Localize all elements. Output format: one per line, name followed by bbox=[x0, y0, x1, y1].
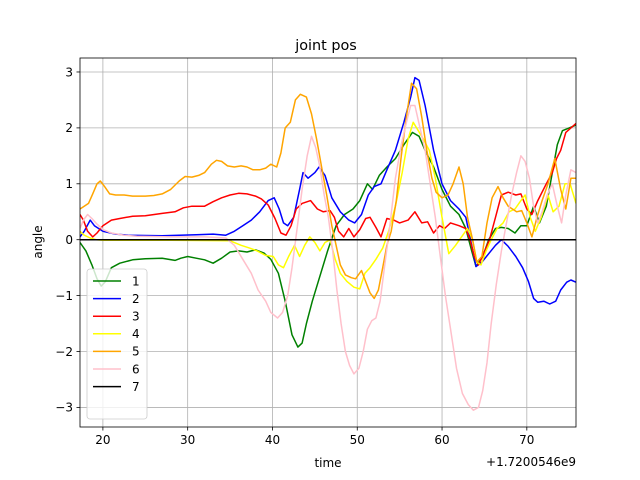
legend-label-3: 3 bbox=[132, 310, 140, 324]
legend: 1 2 3 4 5 6 7 bbox=[86, 268, 148, 420]
legend-box bbox=[86, 268, 148, 420]
x-tick-label: 60 bbox=[434, 433, 449, 447]
x-tick-label: 20 bbox=[95, 433, 110, 447]
series-line-2 bbox=[80, 76, 576, 305]
series-lines bbox=[80, 76, 576, 411]
x-tick-label: 40 bbox=[265, 433, 280, 447]
x-axis-label: time bbox=[314, 456, 341, 470]
axis-ticks: 20 30 40 50 60 70 −3 −2 −1 0 1 2 3 bbox=[55, 65, 534, 447]
legend-label-4: 4 bbox=[132, 327, 140, 341]
legend-label-1: 1 bbox=[132, 274, 140, 288]
chart-title: joint pos bbox=[294, 38, 357, 54]
y-tick-label: −2 bbox=[55, 345, 73, 359]
series-line-3 bbox=[80, 122, 576, 266]
y-tick-label: 0 bbox=[65, 233, 73, 247]
x-offset-label: +1.7200546e9 bbox=[486, 455, 576, 469]
y-tick-label: 2 bbox=[65, 121, 73, 135]
legend-label-7: 7 bbox=[132, 380, 140, 394]
series-line-5 bbox=[80, 82, 576, 300]
y-tick-label: 3 bbox=[65, 65, 73, 79]
plot-frame bbox=[79, 57, 577, 428]
series-line-6 bbox=[80, 104, 576, 411]
legend-label-2: 2 bbox=[132, 292, 140, 306]
x-tick-label: 70 bbox=[519, 433, 534, 447]
series-line-4 bbox=[80, 121, 576, 290]
legend-label-6: 6 bbox=[132, 362, 140, 376]
x-tick-label: 30 bbox=[180, 433, 195, 447]
y-tick-label: 1 bbox=[65, 177, 73, 191]
y-tick-label: −1 bbox=[55, 289, 73, 303]
x-tick-label: 50 bbox=[350, 433, 365, 447]
y-tick-label: −3 bbox=[55, 401, 73, 415]
legend-label-5: 5 bbox=[132, 345, 140, 359]
y-axis-label: angle bbox=[31, 225, 45, 258]
